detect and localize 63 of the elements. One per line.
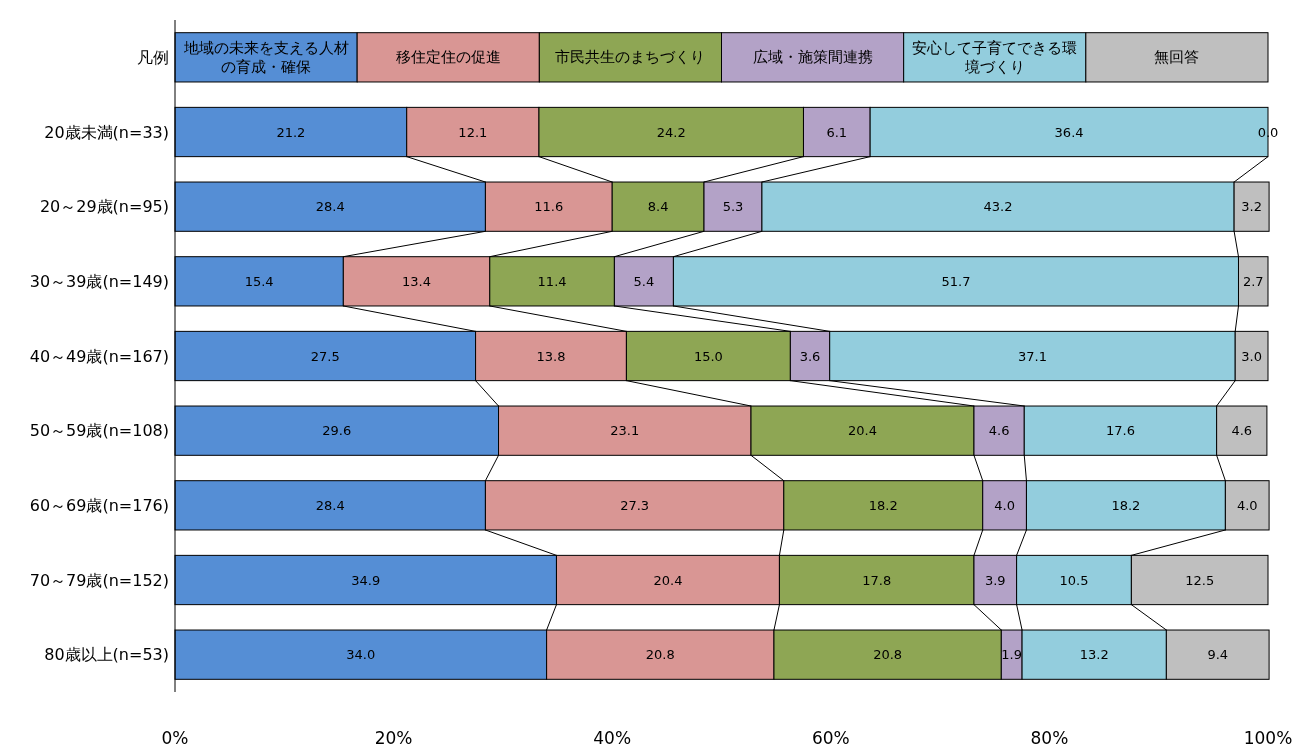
y-tick-label: 60～69歳(n=176) [29,495,169,515]
data-label: 0.0 [1257,124,1279,140]
y-tick-label: 20歳未満(n=33) [44,122,169,142]
data-label: 18.2 [1111,497,1141,513]
data-label: 1.9 [1001,647,1023,663]
data-label: 37.1 [1017,348,1047,364]
data-label: 27.3 [620,497,650,513]
data-label: 10.5 [1059,572,1089,588]
data-label: 4.0 [994,497,1015,513]
data-label: 11.6 [534,199,564,215]
y-tick-label: 80歳以上(n=53) [44,645,169,665]
data-label: 27.5 [310,348,340,364]
data-label: 5.4 [633,273,655,289]
data-label: 12.1 [458,124,488,140]
data-label: 24.2 [656,124,686,140]
data-label: 4.6 [1231,423,1253,439]
data-label: 3.0 [1241,348,1262,364]
data-label: 6.1 [826,124,848,140]
data-label: 23.1 [610,423,640,439]
data-label: 12.5 [1185,572,1215,588]
data-label: 2.7 [1242,273,1264,289]
data-label: 4.6 [988,423,1010,439]
x-tick-label: 100% [1243,728,1293,747]
data-label: 11.4 [537,273,567,289]
data-label: 3.9 [984,572,1006,588]
data-label: 43.2 [983,199,1013,215]
data-label: 5.3 [722,199,744,215]
data-label: 9.4 [1207,647,1229,663]
data-label: 4.0 [1236,497,1258,513]
y-tick-label: 50～59歳(n=108) [29,421,169,441]
x-tick-label: 80% [1030,728,1069,747]
data-label: 15.4 [244,273,274,289]
data-label: 17.8 [862,572,892,588]
data-label: 3.6 [799,348,821,364]
data-label: 8.4 [647,199,669,215]
data-label: 15.0 [693,348,723,364]
x-tick-label: 40% [593,728,632,747]
data-label: 28.4 [315,497,345,513]
data-label: 21.2 [276,124,306,140]
data-label: 20.8 [645,647,675,663]
data-label: 13.4 [402,273,432,289]
data-label: 29.6 [322,423,352,439]
data-label: 36.4 [1054,124,1084,140]
y-tick-label: 30～39歳(n=149) [29,271,169,291]
data-label: 3.2 [1241,199,1262,215]
x-tick-label: 20% [374,728,413,747]
data-label: 51.7 [941,273,971,289]
data-label: 20.4 [848,423,877,439]
y-tick-label: 40～49歳(n=167) [29,346,169,366]
y-tick-label: 70～79歳(n=152) [29,570,169,590]
data-label: 20.8 [873,647,903,663]
data-label: 34.0 [346,647,376,663]
data-label: 17.6 [1105,423,1135,439]
data-label: 20.4 [653,572,683,588]
data-label: 34.9 [351,572,381,588]
x-tick-label: 0% [161,728,189,747]
data-label: 18.2 [868,497,898,513]
data-label: 13.8 [536,348,566,364]
legend-title: 凡例 [137,47,169,67]
data-label: 28.4 [315,199,345,215]
x-tick-label: 60% [811,728,850,747]
data-label: 13.2 [1079,647,1109,663]
y-tick-label: 20～29歳(n=95) [39,197,169,217]
